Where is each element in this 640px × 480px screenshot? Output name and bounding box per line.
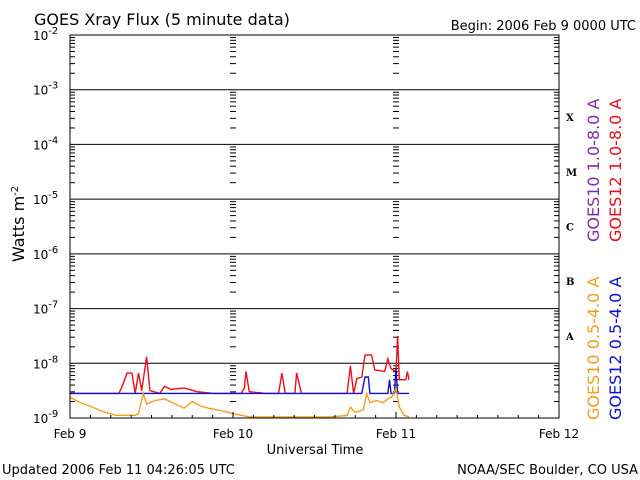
legend-right-item-0: GOES10 1.0-8.0 A [584,99,603,242]
y-tick-base-2: 10 [33,303,48,317]
y-tick-base-3: 10 [33,248,48,262]
flare-class-A: A [565,332,574,343]
x-tick-label-0: Feb 9 [54,427,87,441]
y-tick-base-5: 10 [33,138,48,152]
legend-right: GOES10 1.0-8.0 A GOES12 1.0-8.0 A [584,99,625,242]
y-axis-label-exponent: -2 [10,186,21,196]
series-line-2 [69,385,410,418]
chart-title: GOES Xray Flux (5 minute data) [34,10,290,29]
y-tick-base-4: 10 [33,193,48,207]
y-tick-base-1: 10 [33,357,48,371]
y-tick-label-4: 10-5 [33,190,58,207]
y-tick-label-1: 10-8 [33,354,58,371]
x-tick-label-3: Feb 12 [539,427,579,441]
x-axis-ticks: Feb 9 Feb 10 Feb 11 Feb 12 [54,412,579,441]
begin-date: Begin: 2006 Feb 9 0000 UTC [451,19,636,34]
x-axis-label: Universal Time [267,443,364,458]
x-tick-label-1: Feb 10 [213,427,253,441]
legend-left: GOES10 0.5-4.0 A GOES12 0.5-4.0 A [584,277,625,420]
flare-class-labels: A B C M X [565,113,577,343]
y-axis-label: Watts m-2 [9,186,28,262]
flare-class-C: C [566,223,574,234]
y-tick-power-2: -7 [48,300,58,311]
y-tick-base-6: 10 [33,84,48,98]
y-tick-power-6: -3 [48,81,58,92]
y-tick-power-0: -9 [48,409,58,420]
y-tick-power-3: -6 [48,245,58,256]
flare-class-M: M [566,168,577,179]
legend-right-item-1: GOES12 1.0-8.0 A [606,99,625,242]
y-tick-label-0: 10-9 [33,409,58,426]
y-tick-base-7: 10 [33,29,48,43]
flare-class-B: B [566,277,574,288]
series-line-1 [70,368,409,395]
legend-left-item-1: GOES12 0.5-4.0 A [606,277,625,420]
y-tick-label-2: 10-7 [33,300,58,317]
flare-class-X: X [566,113,574,124]
legend-left-item-0: GOES10 0.5-4.0 A [584,277,603,420]
credit: NOAA/SEC Boulder, CO USA [457,463,638,478]
y-tick-base-0: 10 [33,412,48,426]
y-tick-label-3: 10-6 [33,245,58,262]
y-axis-label-main: Watts m [9,196,28,262]
x-tick-label-2: Feb 11 [376,427,416,441]
y-tick-label-7: 10-2 [33,26,58,43]
y-tick-power-1: -8 [48,354,58,365]
series-line-0 [70,335,410,395]
y-axis-ticks: 10-910-810-710-610-510-410-310-2 [33,26,559,426]
y-tick-power-5: -4 [48,135,58,146]
updated-timestamp: Updated 2006 Feb 11 04:26:05 UTC [2,463,235,478]
y-tick-power-7: -2 [48,26,58,37]
y-tick-label-6: 10-3 [33,81,58,98]
y-tick-power-4: -5 [48,190,58,201]
y-tick-label-5: 10-4 [33,135,58,152]
series-lines [69,335,410,418]
